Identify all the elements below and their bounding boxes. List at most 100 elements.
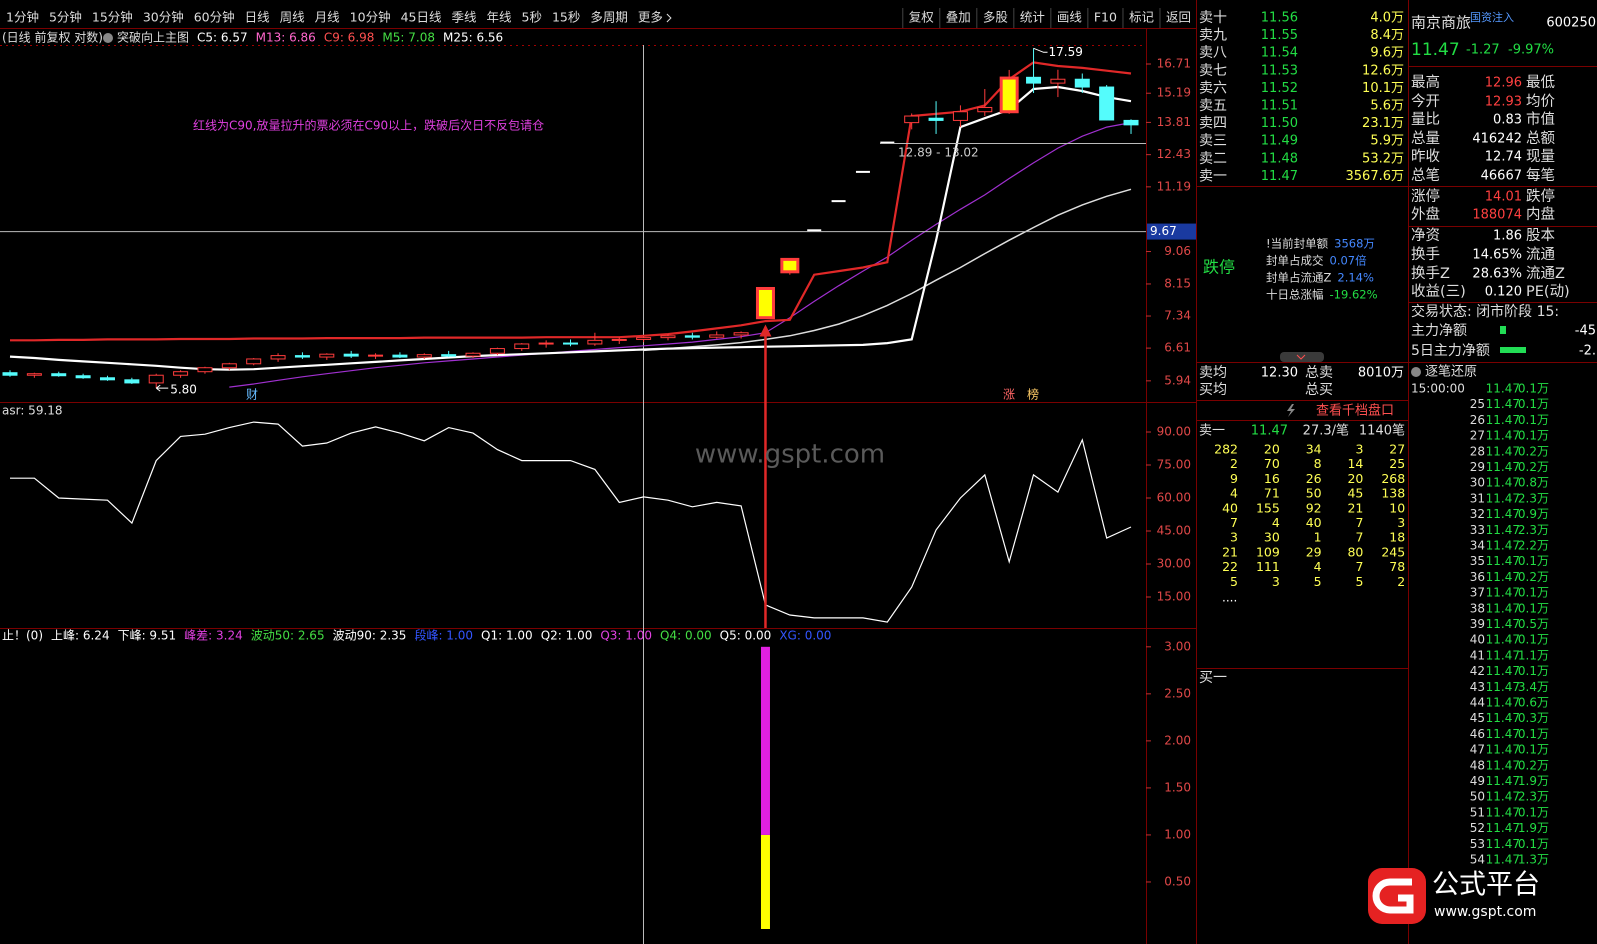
period-tab[interactable]: 1分钟: [6, 10, 39, 25]
period-tab[interactable]: 季线: [451, 10, 477, 25]
quote-value: 416242: [1472, 132, 1522, 147]
tick-volume: 2.3万: [1518, 523, 1549, 537]
tool-button[interactable]: 返回: [1166, 10, 1191, 25]
depth-link[interactable]: 查看千档盘口: [1316, 403, 1394, 419]
period-tab[interactable]: 10分钟: [350, 10, 391, 25]
period-tab[interactable]: 5分钟: [49, 10, 82, 25]
y-tick-label: 3.00: [1164, 639, 1191, 653]
period-tab[interactable]: 15秒: [552, 10, 580, 25]
tick-time: 40: [1470, 633, 1485, 647]
legend-item: M13: 6.86: [256, 31, 316, 45]
flow-label: 主力净额: [1411, 323, 1467, 339]
annotation: 红线为C90,放量拉升的票必须在C90以上，跌破后次日不反包请仓: [193, 118, 544, 133]
queue-cell: 18: [1389, 530, 1405, 545]
period-tab[interactable]: 年线: [487, 10, 513, 25]
legend-item: Q5: 0.00: [720, 629, 772, 643]
period-tab[interactable]: 15分钟: [92, 10, 133, 25]
tick-volume: 2.3万: [1518, 790, 1549, 804]
period-tab[interactable]: 月线: [315, 10, 341, 25]
ask1-detail: 1140笔: [1359, 423, 1405, 439]
tick-price: 11.47: [1486, 476, 1520, 490]
tick-volume: 0.2万: [1518, 570, 1549, 584]
ask-price: 11.56: [1261, 11, 1298, 26]
ask-volume: 5.6万: [1370, 99, 1404, 114]
queue-cell: 138: [1381, 486, 1405, 501]
period-tab[interactable]: 5秒: [522, 10, 542, 25]
change: -1.27: [1466, 43, 1500, 58]
tool-button[interactable]: 统计: [1020, 10, 1045, 25]
tick-price: 11.47: [1486, 507, 1520, 521]
tick-time: 35: [1470, 554, 1485, 568]
queue-cell: 5: [1314, 574, 1322, 589]
queue-cell: 245: [1381, 544, 1405, 559]
period-tab[interactable]: 周线: [280, 10, 306, 25]
quote-value: 12.96: [1485, 76, 1522, 91]
queue-cell: 9: [1230, 471, 1238, 486]
tick-time: 50: [1470, 790, 1485, 804]
queue-cell: 2: [1397, 574, 1405, 589]
collapse-handle[interactable]: [1280, 352, 1324, 362]
cursor-price-box: [1147, 223, 1196, 240]
ask-price: 11.52: [1261, 81, 1298, 96]
signal-bar: [760, 834, 770, 929]
y-tick-label: 2.50: [1164, 686, 1191, 700]
quote-label: 市值: [1526, 111, 1555, 128]
tick-time: 47: [1470, 743, 1485, 757]
ask-label: 卖三: [1199, 133, 1227, 149]
tick-time: 43: [1470, 680, 1485, 694]
quote-label: 涨停: [1411, 188, 1440, 205]
quote-value: 14.65%: [1472, 248, 1522, 263]
watermark: www.gspt.com: [695, 440, 885, 470]
candle-body: [246, 358, 262, 365]
period-tab[interactable]: 多周期: [590, 10, 628, 25]
seal-value: 3568万: [1334, 237, 1375, 251]
seal-value: 2.14%: [1337, 271, 1374, 285]
period-tab[interactable]: 30分钟: [143, 10, 184, 25]
candle-body: [99, 377, 115, 381]
seal-label: 封单占流通Z: [1266, 271, 1331, 285]
quote-label: 净资: [1411, 227, 1440, 244]
tick-volume: 2.3万: [1518, 491, 1549, 505]
queue-cell: 10: [1389, 500, 1405, 515]
bolt-icon: [1287, 404, 1295, 417]
period-tab[interactable]: 日线: [245, 10, 271, 25]
tool-button[interactable]: 画线: [1057, 10, 1083, 25]
queue-cell: 4: [1230, 486, 1238, 501]
tool-button[interactable]: F10: [1094, 10, 1117, 25]
signal-bar: [760, 646, 770, 835]
period-tab[interactable]: 45日线: [401, 10, 442, 25]
logo-url: www.gspt.com: [1434, 904, 1536, 920]
candle-body: [489, 348, 505, 354]
candle-body: [563, 342, 579, 345]
indicator-line: [229, 122, 1132, 388]
tool-button[interactable]: 复权: [909, 10, 935, 25]
period-tab[interactable]: 60分钟: [194, 10, 235, 25]
tick-time: 37: [1470, 586, 1485, 600]
total-label: 总卖: [1305, 365, 1333, 381]
tick-volume: 0.3万: [1518, 711, 1549, 725]
flow-value: -2.: [1579, 344, 1596, 359]
tick-volume: 0.1万: [1518, 633, 1549, 647]
y-tick-label: 5.94: [1164, 373, 1191, 387]
candle-body: [780, 257, 800, 274]
tick-price: 11.47: [1486, 790, 1520, 804]
tool-button[interactable]: 叠加: [946, 10, 971, 25]
tool-button[interactable]: 多股: [983, 10, 1009, 25]
tick-time: 46: [1470, 727, 1485, 741]
period-tab[interactable]: 更多: [638, 10, 663, 25]
queue-cell: 21: [1347, 500, 1363, 515]
limit-state: 跌停: [1203, 258, 1235, 277]
ask-label: 卖二: [1199, 151, 1227, 167]
tick-time: 48: [1470, 758, 1485, 772]
ask-label: 卖八: [1199, 45, 1227, 61]
queue-cell: 5: [1230, 574, 1238, 589]
tool-button[interactable]: 标记: [1129, 10, 1155, 25]
event-tag: 财: [246, 388, 258, 402]
tick-price: 11.47: [1486, 664, 1520, 678]
queue-cell: 8: [1314, 456, 1322, 471]
tick-time: 39: [1470, 617, 1485, 631]
collapse-icon: [1296, 354, 1306, 360]
quote-value: 28.63%: [1472, 267, 1522, 282]
candle-body: [343, 353, 359, 357]
chart-title: 突破向上主图: [117, 30, 189, 45]
